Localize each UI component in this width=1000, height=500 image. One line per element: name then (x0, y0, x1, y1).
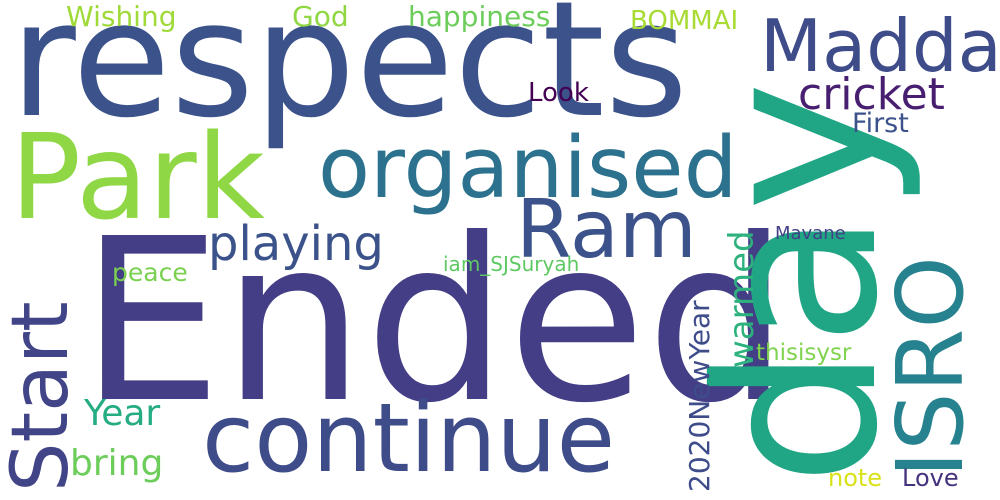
word-year: Year (84, 393, 161, 434)
word-warmed: warmed (722, 230, 762, 368)
word-2020newyear: 2020NewYear (683, 300, 716, 492)
word-madda: Madda (760, 4, 1000, 88)
word-happiness: happiness (408, 0, 551, 33)
word-continue: continue (202, 384, 616, 494)
word-wishing: Wishing (66, 0, 177, 33)
word-park: Park (10, 108, 266, 246)
word-peace: peace (112, 258, 188, 287)
word-first: First (852, 108, 909, 139)
word-bring: bring (70, 443, 164, 484)
word-respects: respects (10, 0, 689, 153)
word-god: God (292, 0, 349, 33)
word-organised: organised (318, 119, 738, 218)
word-love: Love (902, 464, 959, 492)
word-ended: Ended (80, 191, 789, 453)
word-start: Start (0, 301, 86, 492)
word-note: note (828, 464, 883, 492)
word-cricket: cricket (798, 69, 945, 120)
word-bommai: BOMMAI (630, 6, 739, 36)
word-ram: Ram (516, 183, 697, 276)
word-look: Look (528, 78, 589, 108)
word-playing: playing (208, 216, 384, 272)
word-isro: ISRO (877, 256, 984, 478)
word-iam-sjsuryah: iam_SJSuryah (443, 252, 580, 276)
word-thisisysr: thisisysr (756, 340, 852, 366)
word-mavane: Mavane (775, 223, 846, 244)
